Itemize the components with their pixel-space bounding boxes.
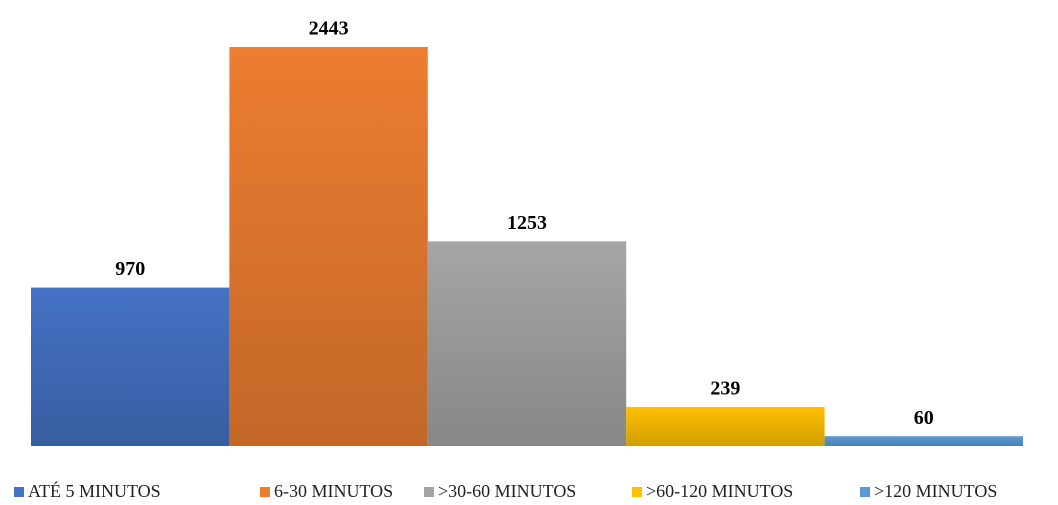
- bar: [31, 287, 230, 446]
- legend-swatch: [260, 487, 270, 497]
- bar: [824, 436, 1023, 446]
- data-label: 970: [115, 258, 145, 280]
- legend-label: >60-120 MINUTOS: [646, 481, 793, 501]
- legend-label: ATÉ 5 MINUTOS: [28, 480, 161, 501]
- legend-swatch: [424, 487, 434, 497]
- bar: [626, 406, 825, 446]
- bar: [427, 241, 627, 446]
- legend-label: >30-60 MINUTOS: [438, 481, 576, 501]
- legend-swatch: [860, 487, 870, 497]
- legend-swatch: [14, 487, 24, 497]
- data-label: 2443: [309, 18, 349, 40]
- bar: [229, 47, 428, 446]
- data-label: 239: [710, 378, 740, 400]
- data-label: 1253: [507, 212, 547, 234]
- legend-swatch: [632, 487, 642, 497]
- data-label: 60: [914, 407, 934, 429]
- legend-label: >120 MINUTOS: [874, 481, 997, 501]
- legend-label: 6-30 MINUTOS: [274, 481, 393, 501]
